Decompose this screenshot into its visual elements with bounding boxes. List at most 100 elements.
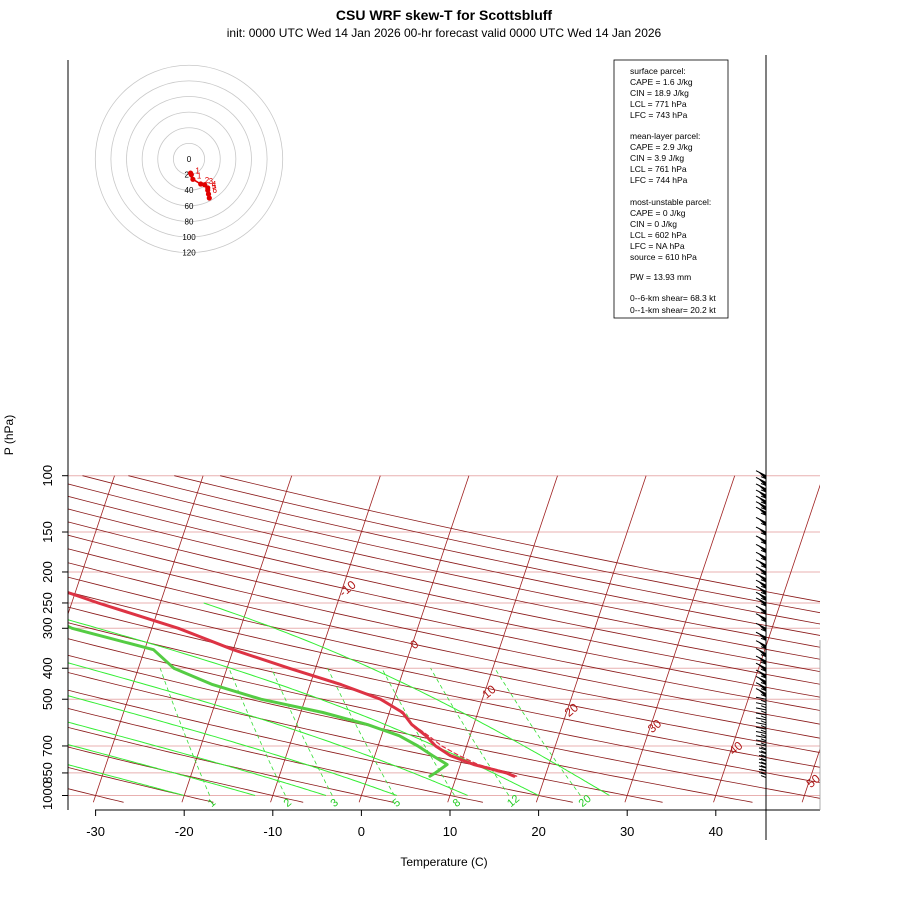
hodograph-point-label: 6 <box>213 186 218 195</box>
dry-adiabat-line <box>68 726 394 803</box>
wind-barb-feather <box>760 688 767 692</box>
wind-barb <box>755 543 767 554</box>
wind-barb-feather <box>760 501 767 505</box>
wind-barb-feather <box>760 603 767 607</box>
most-unstable-lfc: LFC = NA hPa <box>630 241 685 251</box>
wind-barb-feather <box>760 619 767 623</box>
wind-barb-feather <box>760 646 767 650</box>
wind-barb-shaft <box>758 762 767 765</box>
dry-adiabat-line <box>68 591 820 753</box>
wind-barb-feather <box>760 489 767 493</box>
dry-adiabat-line <box>68 654 753 803</box>
wind-barb-feather <box>760 750 767 754</box>
wind-barb <box>758 762 767 768</box>
wind-barb-shaft <box>755 702 767 706</box>
pressure-tick-label: 500 <box>40 688 55 710</box>
hodograph-point <box>188 172 194 178</box>
wind-barb-feather <box>760 637 767 641</box>
wind-barb-feather <box>760 495 767 499</box>
most-unstable-cin: CIN = 0 J/kg <box>630 219 677 229</box>
hodograph: 0204060801001201123456 <box>94 64 284 258</box>
index-box-frame <box>613 59 729 319</box>
mixing-ratio-label: 5 <box>391 797 403 810</box>
wind-barb-feather <box>760 585 767 589</box>
hodograph-point <box>205 191 212 197</box>
wind-barb <box>755 526 767 537</box>
dewpoint-profile-line <box>68 624 449 778</box>
dry-adiabat-line <box>82 475 820 636</box>
wind-barb-shaft <box>758 754 767 758</box>
moist-adiabat-line <box>68 619 539 796</box>
hodograph-point <box>205 187 211 193</box>
wind-barb-feather <box>760 611 767 615</box>
wind-barb <box>755 717 767 724</box>
pressure-tick-label: 850 <box>40 762 55 784</box>
wind-barb-feather <box>760 532 767 536</box>
wind-barb-shaft <box>755 739 767 743</box>
wind-barb-feather <box>760 483 767 486</box>
wind-barb-feather <box>760 565 767 569</box>
wind-barb-feather <box>760 682 767 685</box>
wind-barb <box>755 506 767 517</box>
hodograph-point <box>190 176 196 182</box>
hodograph-point <box>206 195 212 201</box>
wind-barb-feather <box>760 549 767 553</box>
wind-barb <box>755 573 767 583</box>
wind-barb <box>755 702 767 709</box>
wind-barb-feather <box>760 654 767 658</box>
hodograph-ring <box>94 64 284 254</box>
wind-barb <box>758 751 767 758</box>
mixing-ratio-line <box>381 668 455 796</box>
wind-barb <box>755 613 767 623</box>
dry-adiabat-line <box>68 562 820 725</box>
isotherm-line <box>535 475 647 803</box>
mixing-ratio-label: 1 <box>206 797 218 810</box>
mixing-ratio-line <box>271 668 333 796</box>
dry-adiabat-line <box>68 767 214 803</box>
hodograph-ring <box>110 80 268 238</box>
temperature-tick-label: 30 <box>620 824 634 839</box>
wind-barb-feather <box>760 597 767 601</box>
wind-barb-feather <box>760 729 767 733</box>
mixing-ratio-line <box>159 668 210 796</box>
pressure-tick-label: 200 <box>40 561 55 583</box>
wind-barb <box>755 597 767 607</box>
wind-barb-shaft <box>755 735 767 739</box>
dry-adiabat-line <box>68 521 820 685</box>
wind-barb <box>755 722 767 729</box>
wind-barb <box>758 772 767 779</box>
hodograph-ring-label: 60 <box>185 202 194 211</box>
wind-barb-feather <box>760 661 767 665</box>
mixing-ratio-line <box>228 668 286 796</box>
temperature-tick-label: 40 <box>709 824 723 839</box>
mixing-ratio-label: 2 <box>282 797 294 810</box>
temperature-tick-label: -10 <box>263 824 282 839</box>
wind-barb <box>755 585 767 596</box>
wind-barb-shaft <box>755 717 767 721</box>
surface-header: surface parcel: <box>630 66 686 76</box>
wind-barb-feather <box>760 557 767 561</box>
wind-barb-shaft <box>758 772 767 776</box>
hodograph-point-label: 3 <box>209 177 214 186</box>
isotherm-line <box>447 475 558 803</box>
wind-barb-feather <box>760 591 767 595</box>
isotherm-line <box>92 475 204 803</box>
wind-barb-feather <box>760 746 767 750</box>
temperature-tick-label: 10 <box>443 824 457 839</box>
wind-barb-feather <box>760 734 767 737</box>
hodograph-ring-label: 100 <box>182 233 196 242</box>
mean-layer-lcl: LCL = 761 hPa <box>630 164 687 174</box>
hodograph-point-label: 5 <box>212 182 217 191</box>
y-axis-label: P (hPa) <box>2 415 16 455</box>
shear-0-6km: 0--6-km shear= 68.3 kt <box>630 293 716 303</box>
shear-0-1km: 0--1-km shear= 20.2 kt <box>630 305 716 315</box>
moist-adiabat-line <box>68 744 256 796</box>
mixing-ratio-line <box>327 668 395 796</box>
wind-barb-feather <box>760 476 767 480</box>
wind-barb-feather <box>760 725 767 729</box>
hodograph-point-label: 4 <box>212 180 217 189</box>
wind-barb-feather <box>760 668 767 672</box>
pressure-tick-label: 250 <box>40 592 55 614</box>
chart-subtitle: init: 0000 UTC Wed 14 Jan 2026 00-hr for… <box>227 26 662 40</box>
wind-barb-feather <box>760 742 767 746</box>
